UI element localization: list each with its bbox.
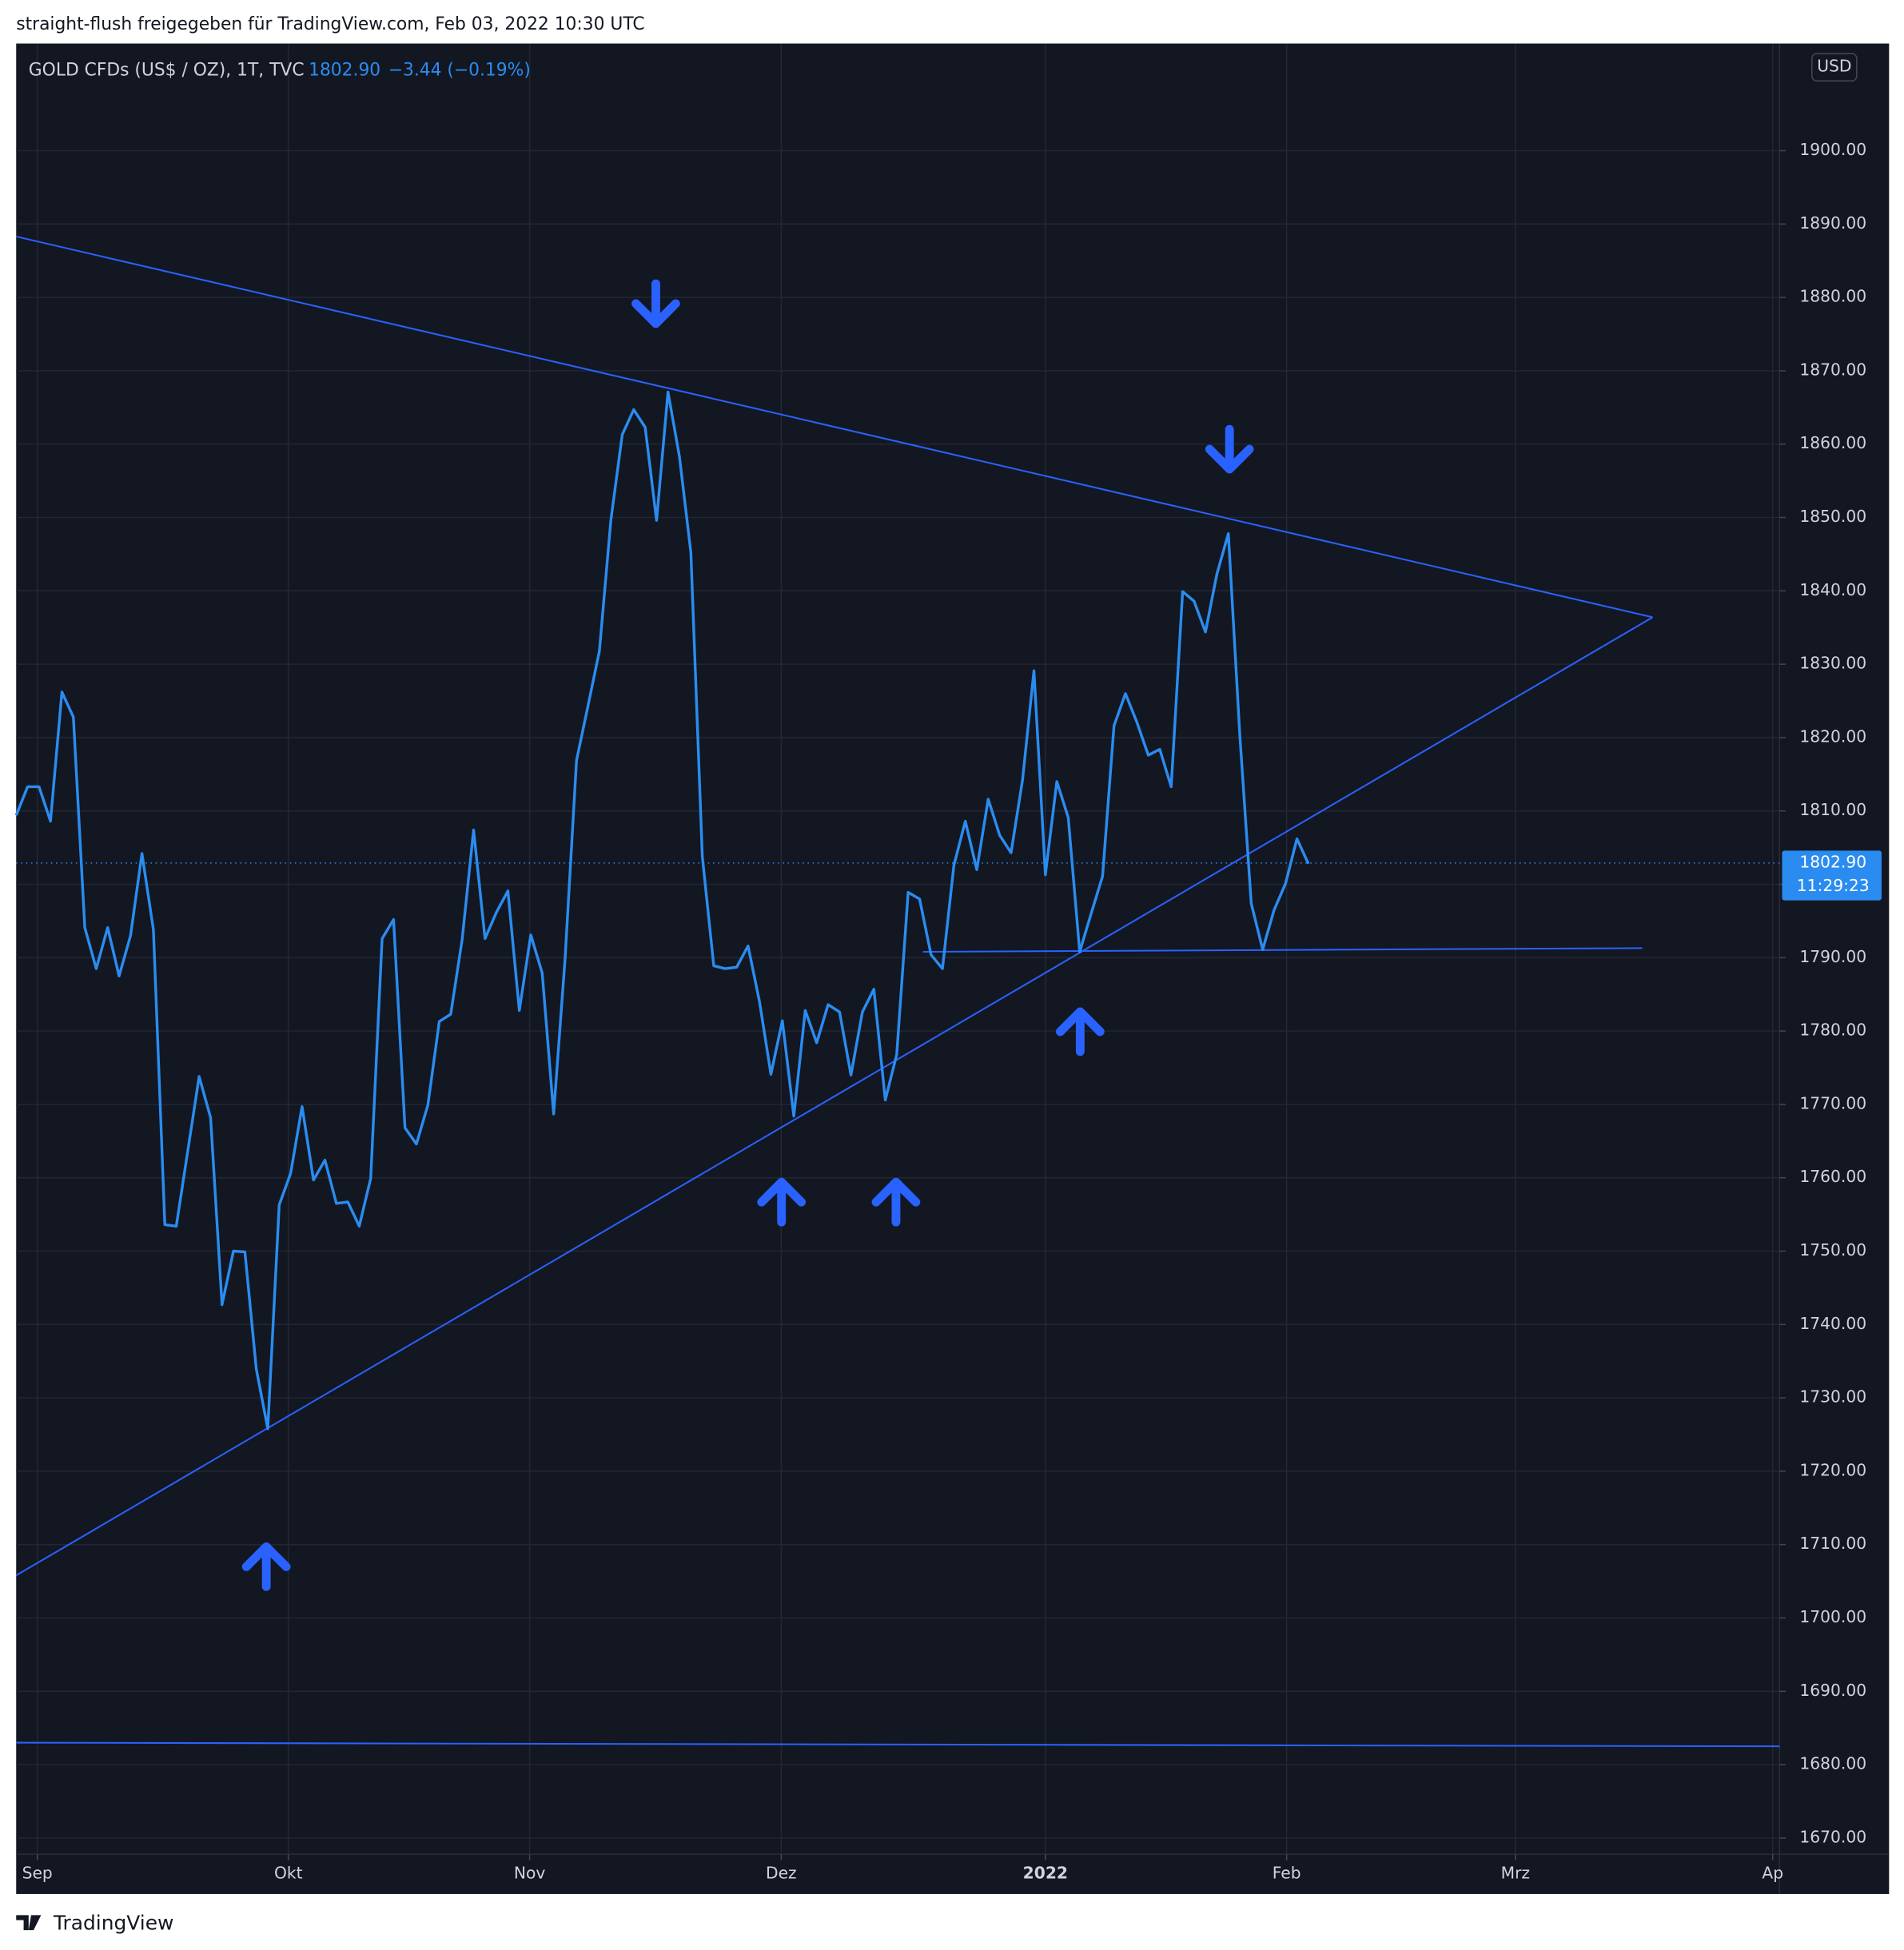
y-tick-label: 1710.00	[1799, 1534, 1866, 1553]
x-tick-label: Dez	[766, 1864, 797, 1883]
series	[14, 390, 1780, 1431]
legend-change: −3.44 (−0.19%)	[388, 61, 531, 81]
down-arrow	[1205, 424, 1254, 474]
trendline	[15, 616, 1654, 1577]
y-tick-label: 1900.00	[1799, 140, 1866, 159]
legend-price: 1802.90	[309, 61, 380, 81]
header: straight-flush freigegeben für TradingVi…	[16, 14, 644, 34]
y-tick-label: 1810.00	[1799, 800, 1866, 819]
x-tick-label: Nov	[514, 1864, 546, 1883]
y-tick-label: 1820.00	[1799, 726, 1866, 746]
y-tick-label: 1730.00	[1799, 1387, 1866, 1407]
brand: TradingView	[53, 1911, 173, 1934]
arrows	[241, 279, 1254, 1591]
axes: 1670.00 1680.00 1690.00 1700.00 1710.00 1720.…	[22, 140, 1882, 1883]
y-tick-label: 1690.00	[1799, 1681, 1866, 1700]
price-line	[14, 390, 1310, 1431]
trendline	[922, 947, 1643, 953]
currency[interactable]: USD	[1817, 57, 1851, 76]
y-tick-label: 1890.00	[1799, 213, 1866, 233]
x-tick-label: Ap	[1762, 1864, 1783, 1883]
trendline	[16, 1741, 1780, 1748]
last-price-label: 1802.90	[1799, 852, 1866, 871]
y-tick-label: 1760.00	[1799, 1167, 1866, 1186]
y-tick-label: 1740.00	[1799, 1314, 1866, 1333]
down-arrow	[631, 279, 680, 328]
grid	[16, 43, 1780, 1855]
drawings	[15, 235, 1780, 1748]
y-tick-label: 1770.00	[1799, 1093, 1866, 1112]
y-tick-label: 1680.00	[1799, 1754, 1866, 1773]
y-tick-label: 1700.00	[1799, 1607, 1866, 1626]
last-price-box	[1782, 850, 1882, 901]
up-arrow	[241, 1542, 291, 1591]
y-tick-label: 1850.00	[1799, 507, 1866, 526]
up-arrow	[1055, 1007, 1105, 1057]
x-tick-label: Mrz	[1501, 1864, 1530, 1883]
x-tick-label: Feb	[1273, 1864, 1301, 1883]
x-tick-label: Okt	[274, 1864, 303, 1883]
y-tick-label: 1830.00	[1799, 654, 1866, 673]
y-tick-label: 1720.00	[1799, 1460, 1866, 1479]
x-tick-label: Sep	[22, 1864, 53, 1883]
y-tick-label: 1870.00	[1799, 360, 1866, 379]
up-arrow	[871, 1177, 921, 1227]
y-tick-label: 1880.00	[1799, 287, 1866, 306]
trendline	[16, 235, 1653, 619]
y-tick-label: 1860.00	[1799, 433, 1866, 452]
chart-bg	[16, 43, 1890, 1894]
up-arrow	[757, 1177, 807, 1227]
logo: TradingView	[16, 1911, 173, 1934]
currency-badge[interactable]	[1811, 53, 1858, 82]
y-tick-label: 1670.00	[1799, 1827, 1866, 1846]
y-tick-label: 1840.00	[1799, 580, 1866, 599]
x-tick-label: 2022	[1023, 1864, 1068, 1883]
countdown: 11:29:23	[1797, 876, 1870, 895]
y-tick-label: 1750.00	[1799, 1240, 1866, 1260]
y-tick-label: 1780.00	[1799, 1021, 1866, 1040]
y-tick-label: 1790.00	[1799, 947, 1866, 966]
symbol: GOLD CFDs (US$ / OZ), 1T, TVC	[29, 61, 305, 81]
